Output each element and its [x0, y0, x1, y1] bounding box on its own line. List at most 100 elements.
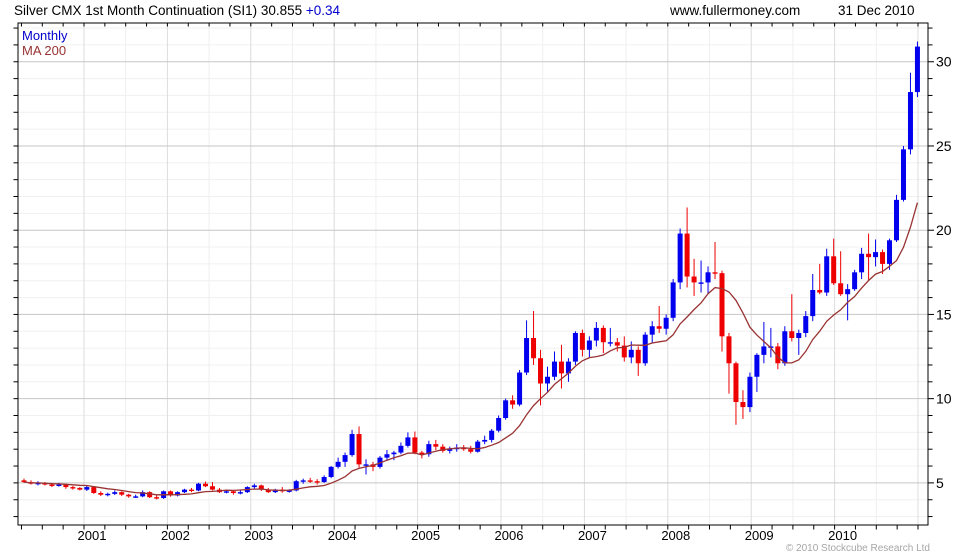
candle-body-up [140, 492, 146, 497]
candle-body-down [600, 327, 606, 343]
candle-body-up [272, 489, 278, 493]
candle-body-down [712, 272, 718, 274]
candle-body-down [838, 283, 844, 295]
candle-body-up [342, 455, 348, 462]
candle-body-down [91, 487, 97, 493]
candle-body-down [307, 480, 313, 482]
candle-body-down [775, 346, 781, 364]
candle-body-down [21, 480, 27, 483]
x-axis-year-label: 2006 [495, 528, 524, 543]
candle-body-up [761, 346, 767, 355]
candle-body-down [510, 400, 516, 405]
candle-body-up [56, 484, 62, 486]
candle-body-up [663, 317, 669, 329]
candle-body-up [286, 490, 292, 492]
y-axis-label: 20 [936, 222, 952, 238]
candle-body-down [531, 338, 537, 359]
price-change: +0.34 [305, 3, 341, 18]
candle-body-up [914, 46, 920, 93]
candle-body-up [503, 400, 509, 419]
candle-body-down [230, 491, 236, 493]
candle-body-up [705, 272, 711, 283]
candle-body-up [377, 457, 383, 467]
candle-body-down [684, 233, 690, 277]
candle-body-down [656, 326, 662, 329]
candle-body-up [349, 434, 355, 456]
candle-body-up [677, 233, 683, 283]
axis-layer [13, 22, 934, 530]
candle-body-up [642, 334, 648, 364]
candle-body-down [126, 494, 132, 497]
website-link[interactable]: www.fullermoney.com [670, 3, 801, 18]
x-axis-year-label: 2009 [745, 528, 774, 543]
candle-body-up [551, 361, 557, 377]
candle-body-down [265, 489, 271, 493]
x-axis-year-label: 2005 [411, 528, 440, 543]
candle-body-up [223, 491, 229, 493]
x-axis-year-label: 2007 [578, 528, 607, 543]
ma-overlay [23, 202, 919, 496]
candle-body-up [426, 444, 432, 455]
candle-body-up [293, 481, 299, 491]
candle-body-down [314, 481, 320, 483]
candle-body-down [733, 363, 739, 403]
x-axis-year-label: 2002 [161, 528, 190, 543]
y-axis-label: 5 [936, 475, 944, 491]
candle-body-down [98, 492, 104, 495]
candle-body-up [482, 439, 488, 442]
candle-body-down [70, 487, 76, 489]
x-axis-year-label: 2004 [328, 528, 357, 543]
candle-body-down [579, 332, 585, 350]
candle-body-up [182, 489, 188, 493]
candle-body-down [691, 276, 697, 283]
candle-body-up [251, 485, 257, 488]
y-axis-label: 25 [936, 138, 952, 154]
candle-body-up [133, 496, 139, 498]
candle-body-up [405, 437, 411, 446]
candle-body-up [852, 272, 858, 290]
candle-body-up [586, 340, 592, 350]
candle-body-up [754, 354, 760, 377]
candle-body-down [621, 345, 627, 358]
candle-body-up [112, 492, 118, 494]
candle-body-up [496, 418, 502, 431]
chart-title: Silver CMX 1st Month Continuation (SI1) … [14, 3, 303, 18]
candle-body-down [558, 361, 564, 374]
candle-body-up [572, 332, 578, 362]
candle-body-down [202, 483, 208, 487]
candle-body-up [545, 376, 550, 384]
candle-body-down [63, 484, 69, 488]
candle-body-down [740, 402, 746, 408]
grid-layer [18, 23, 928, 525]
x-axis-year-label: 2003 [244, 528, 273, 543]
candle-body-down [635, 349, 641, 364]
candle-body-down [49, 484, 55, 486]
candle-body-up [524, 338, 530, 373]
candle-body-down [831, 256, 837, 284]
axis-labels: 5 10 15 20 25 30 2001 2002 2003 2004 2005 2006 2007 2… [78, 54, 952, 543]
candle-body-up [593, 327, 599, 341]
candle-body-down [77, 487, 83, 490]
candle-body-up [175, 492, 181, 496]
candle-body-up [363, 464, 369, 466]
y-axis-label: 30 [936, 54, 952, 70]
candle-body-up [873, 252, 879, 258]
y-axis-label: 10 [936, 391, 952, 407]
candle-body-up [237, 492, 243, 494]
candle-body-down [168, 491, 174, 496]
candle-body-up [607, 342, 613, 344]
copyright: © 2010 Stockcube Research Ltd [785, 543, 930, 554]
candle-body-up [670, 282, 676, 318]
candle-body-down [119, 492, 125, 495]
candle-body-up [698, 282, 704, 284]
candle-body-down [538, 358, 544, 384]
candle-body-up [859, 253, 865, 273]
candle-body-down [817, 290, 823, 293]
candle-body-up [447, 449, 453, 451]
candle-body-up [391, 452, 397, 455]
candle-body-up [565, 361, 571, 374]
candle-body-down [440, 446, 446, 451]
candle-body-up [796, 332, 802, 339]
candle-body-up [894, 199, 899, 241]
